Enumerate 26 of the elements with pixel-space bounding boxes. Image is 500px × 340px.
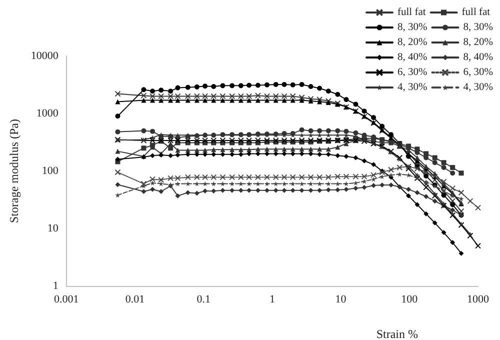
legend-label: 6, 30%	[398, 67, 428, 78]
legend-label: 8, 30%	[398, 22, 428, 33]
legend-label: 6, 30%	[463, 67, 494, 78]
y-tick-label: 1000	[36, 108, 59, 120]
legend-label: 8, 20%	[398, 37, 428, 48]
y-tick-label: 10000	[30, 50, 59, 62]
x-axis-title: Strain %	[376, 327, 418, 340]
x-tick-label: 10	[335, 294, 347, 306]
y-tick-label: 1	[52, 280, 58, 292]
x-tick-label: 0.01	[125, 294, 145, 306]
legend-label: 4, 30%	[398, 82, 428, 93]
legend-label: full fat	[462, 7, 490, 18]
legend-label: 8, 20%	[463, 37, 494, 48]
x-tick-label: 1000	[467, 294, 490, 306]
legend-label: 4, 30%	[463, 82, 494, 93]
y-tick-label: 100	[42, 165, 59, 177]
x-tick-label: 1	[269, 294, 275, 306]
legend-label: full fat	[398, 7, 426, 18]
x-tick-label: 0.001	[54, 294, 79, 306]
x-tick-label: 0.1	[196, 294, 210, 306]
y-tick-label: 10	[47, 222, 59, 234]
legend-label: 8, 40%	[463, 52, 494, 63]
legend-label: 8, 40%	[398, 52, 428, 63]
legend-label: 8, 30%	[463, 22, 494, 33]
x-tick-label: 100	[401, 294, 418, 306]
y-axis-title: Storage modulus (Pa)	[7, 119, 21, 223]
